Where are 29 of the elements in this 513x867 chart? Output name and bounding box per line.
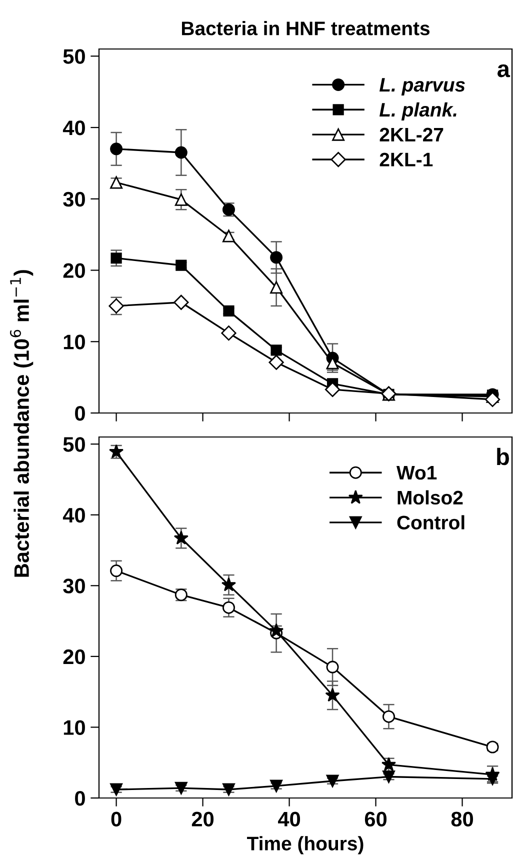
legend-label: Wo1 [396, 466, 437, 480]
x-tick-label: 60 [364, 812, 387, 826]
annotation: a [498, 64, 510, 78]
legend-label: 2KL-1 [380, 152, 433, 166]
legend-label: Control [397, 515, 464, 530]
legend-label: Molso2 [398, 490, 463, 505]
y-tick-label: 30 [63, 192, 85, 207]
y-tick-label: 30 [63, 578, 85, 594]
legend-label: 2KL-27 [380, 128, 444, 142]
legend-label: L. plank. [379, 102, 456, 120]
y-tick-label: 10 [64, 334, 85, 350]
y-tick-label: 0 [75, 791, 85, 806]
y-tick-label: 0 [75, 406, 85, 421]
legend-label: L. parvus [379, 78, 465, 96]
x-tick-label: 80 [451, 812, 473, 826]
y-tick-label: 20 [63, 649, 85, 664]
y-tick-label: 50 [63, 49, 85, 64]
annotation: b [497, 448, 509, 466]
x-tick-label: 20 [192, 812, 214, 826]
y-tick-label: 40 [62, 508, 85, 523]
y-tick-label: 40 [62, 120, 85, 136]
x-tick-label: 40 [278, 812, 300, 826]
x-tick-label: 0 [111, 812, 122, 826]
y-tick-label: 50 [63, 437, 85, 452]
y-axis-title: Bacterial abundance (10$^{6}$ ml$^{−1}$) [10, 270, 34, 577]
x-axis-title: Time (hours) [247, 836, 364, 854]
y-tick-label: 10 [64, 720, 85, 735]
chart-title: Bacteria in HNF treatments [182, 21, 430, 36]
y-tick-label: 20 [63, 263, 85, 278]
